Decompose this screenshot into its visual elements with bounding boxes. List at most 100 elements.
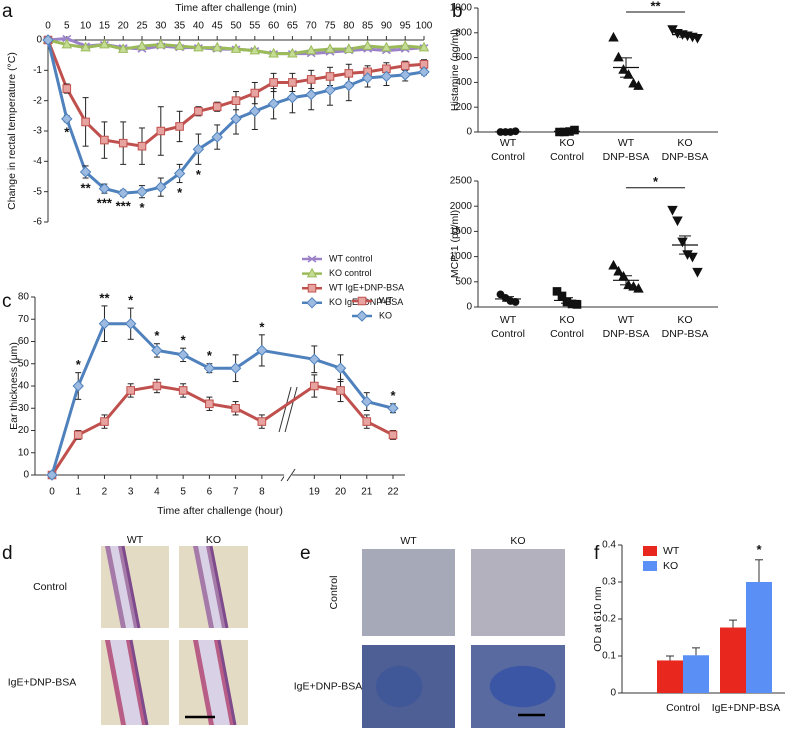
marker: [268, 47, 279, 58]
annotation: *: [64, 124, 70, 139]
x-axis-label: Time after challenge (min): [175, 2, 297, 14]
marker: [229, 362, 242, 374]
panel-letter: e: [300, 543, 311, 564]
marker: [628, 77, 639, 88]
y-axis-label: Ear thickness (μm): [8, 342, 20, 430]
marker: [193, 41, 204, 52]
y-tick-label: 2500: [450, 176, 473, 187]
annotation: *: [128, 293, 134, 308]
x-tick-label: 21: [361, 487, 373, 498]
marker: [399, 69, 411, 81]
column-label: WT: [400, 535, 417, 547]
marker: [231, 96, 241, 105]
series-line: [50, 322, 394, 476]
x-tick-label: 0: [45, 21, 51, 32]
legend-label: WT control: [329, 253, 372, 263]
y-tick-label: 40: [18, 381, 30, 392]
marker: [257, 417, 267, 426]
x-tick-label: 80: [343, 21, 355, 32]
x-tick-label: Control: [491, 328, 525, 340]
marker: [61, 38, 73, 49]
legend-label: KO: [663, 560, 678, 572]
marker: [288, 78, 297, 87]
panel-letter: d: [2, 543, 13, 564]
x-tick-label: 70: [306, 21, 318, 32]
x-tick-label: 4: [154, 487, 160, 498]
annotation: *: [259, 319, 265, 334]
marker: [325, 72, 335, 81]
marker: [205, 399, 214, 409]
marker: [256, 344, 268, 357]
y-tick-label: 0.2: [602, 614, 616, 625]
marker: [151, 344, 163, 357]
x-tick-label: 45: [212, 21, 224, 32]
legend-label: WT: [379, 295, 393, 305]
x-tick-label: 75: [324, 21, 336, 32]
x-tick-label: 2: [102, 487, 108, 498]
marker: [250, 88, 260, 98]
x-tick-label: 3: [128, 487, 134, 498]
x-tick-label: 55: [249, 21, 261, 32]
marker: [137, 141, 147, 151]
x-tick-label: WT: [500, 137, 517, 149]
marker: [126, 386, 135, 395]
marker: [73, 430, 83, 440]
x-tick-label: 5: [180, 487, 186, 498]
marker: [633, 80, 644, 90]
marker: [687, 252, 698, 263]
marker: [98, 317, 111, 330]
x-tick-label: 60: [268, 21, 280, 32]
dye-spot: [375, 665, 423, 708]
marker: [570, 125, 579, 135]
panel-letter: c: [2, 291, 12, 312]
x-tick-label: DNP-BSA: [662, 328, 709, 340]
marker: [306, 297, 318, 309]
marker: [356, 310, 368, 322]
y-tick-label: 20: [18, 425, 30, 436]
marker: [382, 64, 391, 74]
x-tick-label: IgE+DNP-BSA: [712, 702, 781, 714]
x-tick-label: 5: [64, 21, 70, 32]
axis-break: [284, 386, 298, 433]
annotation: *: [181, 333, 187, 348]
marker: [310, 381, 319, 391]
x-tick-label: KO: [677, 314, 692, 326]
y-tick-label: -1: [33, 65, 42, 76]
marker: [136, 185, 148, 198]
dye-spot: [489, 665, 556, 708]
marker: [667, 205, 678, 216]
marker: [672, 216, 683, 227]
marker: [230, 113, 242, 125]
marker: [152, 381, 162, 391]
marker: [307, 255, 317, 263]
marker: [249, 105, 261, 117]
tissue: [198, 640, 230, 725]
marker: [269, 78, 278, 87]
y-tick-label: -2: [33, 95, 42, 106]
x-tick-label: Control: [491, 151, 525, 163]
y-tick-label: 10: [18, 447, 30, 458]
y-axis-label: MCP-1 (pg/ml): [449, 210, 461, 278]
x-tick-label: 30: [155, 21, 167, 32]
marker: [334, 362, 347, 374]
marker: [306, 75, 316, 84]
marker: [613, 265, 624, 276]
marker: [80, 41, 91, 52]
y-tick-label: -5: [33, 186, 42, 197]
marker: [72, 380, 84, 392]
tissue: [198, 546, 222, 628]
column-label: KO: [510, 535, 525, 547]
y-tick-label: 500: [455, 276, 472, 287]
marker: [173, 167, 186, 180]
y-tick-label: 1000: [450, 3, 473, 14]
marker: [362, 40, 373, 50]
y-tick-label: 0: [23, 470, 29, 481]
y-tick-label: 0.4: [602, 540, 616, 551]
significance-label: **: [650, 0, 661, 13]
marker: [194, 106, 203, 116]
y-tick-label: 400: [455, 77, 472, 88]
marker: [418, 41, 430, 52]
x-tick-label: 90: [381, 21, 393, 32]
legend-label: KO: [379, 310, 392, 320]
